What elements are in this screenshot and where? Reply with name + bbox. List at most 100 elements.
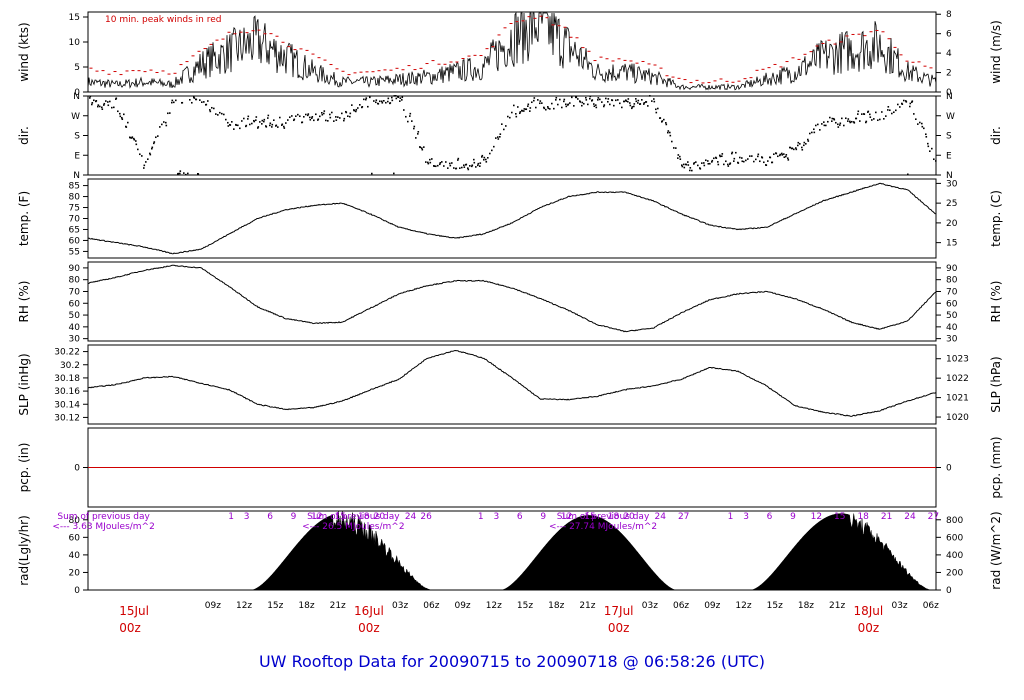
dir-point — [151, 146, 154, 149]
dir-point — [447, 167, 449, 169]
dir-point — [429, 161, 432, 164]
x-hour-tick: 09z — [454, 601, 470, 611]
rad-hour-mark: 6 — [267, 512, 273, 522]
dir-point — [693, 162, 696, 164]
dir-point — [835, 121, 837, 124]
ytick-left-label: 10 — [69, 38, 81, 48]
dir-point — [597, 97, 600, 99]
ytick-left-label: N — [73, 171, 80, 181]
dir-point — [263, 118, 266, 121]
dir-point — [157, 135, 159, 137]
x-hour-tick: 15z — [267, 601, 283, 611]
dir-point — [927, 142, 929, 145]
dir-point — [443, 165, 445, 167]
ylabel-right-slp: SLP (hPa) — [989, 356, 1003, 412]
dir-point — [543, 107, 546, 110]
dir-point — [277, 126, 279, 128]
dir-point — [757, 153, 760, 156]
dir-point — [795, 148, 798, 151]
dir-point — [723, 163, 725, 166]
dir-point — [417, 133, 419, 135]
dir-point — [925, 133, 927, 136]
dir-point — [239, 127, 241, 130]
dir-point — [409, 115, 411, 117]
dir-point — [125, 126, 128, 128]
dir-point — [469, 165, 471, 167]
dir-point — [439, 161, 442, 164]
dir-point — [535, 106, 537, 109]
dir-point — [299, 115, 301, 118]
dir-point — [629, 104, 632, 107]
dir-point — [343, 119, 345, 122]
dir-point — [725, 160, 727, 163]
dir-point — [687, 164, 690, 166]
dir-point — [877, 119, 879, 122]
dir-point — [165, 124, 168, 127]
dir-point — [391, 99, 394, 102]
dir-point — [283, 125, 285, 128]
dir-point — [503, 128, 505, 131]
dir-point — [225, 118, 227, 121]
dir-point — [597, 99, 599, 101]
dir-point — [619, 102, 621, 105]
dir-point — [107, 101, 109, 103]
dir-point — [643, 102, 646, 104]
dir-point — [135, 143, 138, 146]
rad-note-line1: Sum of previous day — [307, 512, 400, 522]
rad-hour-mark: 9 — [790, 512, 796, 522]
dir-point — [643, 103, 645, 105]
dir-point — [203, 101, 205, 103]
dir-point — [551, 102, 553, 105]
dir-point — [863, 113, 866, 116]
rad-hour-mark: 21 — [881, 512, 892, 522]
dir-point — [853, 121, 856, 124]
rad-hour-mark: 9 — [291, 512, 297, 522]
dir-point — [501, 123, 503, 125]
dir-point — [829, 116, 831, 119]
rad-note-line1: Sum of previous day — [557, 512, 650, 522]
dir-point — [275, 124, 278, 127]
dir-point — [703, 162, 705, 164]
dir-point — [719, 154, 721, 157]
dir-point — [185, 173, 187, 176]
panel-frame-rh — [87, 261, 937, 342]
dir-point — [711, 161, 713, 163]
dir-point — [777, 155, 779, 158]
dir-point — [321, 112, 323, 114]
dir-point — [213, 107, 215, 110]
dir-point — [611, 99, 614, 102]
ylabel-left-slp: SLP (inHg) — [17, 353, 31, 415]
dir-point — [889, 109, 891, 112]
dir-point — [679, 155, 681, 158]
dir-point — [181, 101, 184, 104]
dir-point — [165, 121, 167, 124]
dir-point — [303, 115, 305, 118]
dir-point — [529, 110, 531, 112]
ytick-left-label: 20 — [69, 568, 81, 578]
dir-point — [689, 167, 692, 169]
dir-point — [349, 112, 352, 115]
dir-point — [729, 162, 732, 165]
dir-point — [691, 169, 693, 172]
ytick-left-label: 70 — [69, 215, 81, 225]
dir-point — [177, 172, 180, 175]
dir-point — [475, 166, 477, 168]
dir-point — [741, 160, 744, 163]
dir-point — [117, 110, 119, 113]
dir-point — [899, 106, 901, 108]
dir-point — [827, 120, 829, 123]
dir-point — [649, 95, 651, 97]
dir-point — [833, 118, 836, 121]
dir-point — [171, 99, 174, 102]
dir-point — [329, 116, 332, 119]
dir-point — [823, 121, 825, 123]
dir-point — [837, 123, 839, 126]
dir-point — [663, 118, 665, 121]
rad-note-line2: <--- 26.5 MJoules/m^2 — [302, 522, 404, 532]
x-hour-tick: 12z — [486, 601, 502, 611]
dir-point — [571, 96, 573, 99]
dir-point — [717, 163, 720, 166]
dir-point — [687, 161, 689, 163]
dir-point — [921, 125, 924, 128]
